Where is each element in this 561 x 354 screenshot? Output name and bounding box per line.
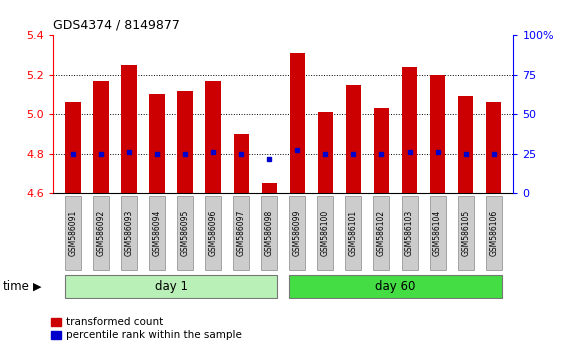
- Text: day 60: day 60: [375, 280, 416, 293]
- FancyBboxPatch shape: [205, 196, 221, 270]
- Text: GSM586102: GSM586102: [377, 210, 386, 256]
- FancyBboxPatch shape: [430, 196, 445, 270]
- Bar: [65, 102, 81, 193]
- Bar: [458, 96, 473, 193]
- Text: GDS4374 / 8149877: GDS4374 / 8149877: [53, 19, 180, 32]
- Text: time: time: [3, 280, 30, 293]
- FancyBboxPatch shape: [374, 196, 389, 270]
- Text: GSM586091: GSM586091: [68, 210, 77, 256]
- Text: GSM586092: GSM586092: [96, 210, 105, 256]
- Legend: transformed count, percentile rank within the sample: transformed count, percentile rank withi…: [47, 313, 246, 345]
- FancyBboxPatch shape: [121, 196, 137, 270]
- FancyBboxPatch shape: [346, 196, 361, 270]
- Bar: [346, 85, 361, 193]
- Bar: [318, 112, 333, 193]
- FancyBboxPatch shape: [233, 196, 249, 270]
- FancyBboxPatch shape: [458, 196, 473, 270]
- Text: GSM586094: GSM586094: [153, 210, 162, 256]
- Bar: [121, 65, 137, 193]
- FancyBboxPatch shape: [65, 275, 277, 298]
- FancyBboxPatch shape: [65, 196, 81, 270]
- Bar: [289, 53, 305, 193]
- FancyBboxPatch shape: [93, 196, 109, 270]
- Text: GSM586096: GSM586096: [209, 210, 218, 256]
- FancyBboxPatch shape: [289, 275, 502, 298]
- Text: GSM586105: GSM586105: [461, 210, 470, 256]
- Text: GSM586100: GSM586100: [321, 210, 330, 256]
- Bar: [430, 75, 445, 193]
- Bar: [402, 67, 417, 193]
- Bar: [261, 183, 277, 193]
- Bar: [149, 95, 165, 193]
- Text: GSM586099: GSM586099: [293, 210, 302, 256]
- Text: GSM586106: GSM586106: [489, 210, 498, 256]
- FancyBboxPatch shape: [486, 196, 502, 270]
- Bar: [374, 108, 389, 193]
- FancyBboxPatch shape: [318, 196, 333, 270]
- FancyBboxPatch shape: [149, 196, 165, 270]
- Text: day 1: day 1: [155, 280, 187, 293]
- Text: GSM586095: GSM586095: [181, 210, 190, 256]
- Bar: [486, 102, 502, 193]
- FancyBboxPatch shape: [261, 196, 277, 270]
- Text: GSM586097: GSM586097: [237, 210, 246, 256]
- Bar: [177, 91, 193, 193]
- Text: GSM586104: GSM586104: [433, 210, 442, 256]
- FancyBboxPatch shape: [402, 196, 417, 270]
- Text: GSM586101: GSM586101: [349, 210, 358, 256]
- Text: GSM586093: GSM586093: [125, 210, 134, 256]
- Bar: [233, 134, 249, 193]
- FancyBboxPatch shape: [289, 196, 305, 270]
- Text: GSM586098: GSM586098: [265, 210, 274, 256]
- Text: GSM586103: GSM586103: [405, 210, 414, 256]
- Text: ▶: ▶: [33, 281, 41, 291]
- FancyBboxPatch shape: [177, 196, 193, 270]
- Bar: [205, 81, 221, 193]
- Bar: [93, 81, 109, 193]
